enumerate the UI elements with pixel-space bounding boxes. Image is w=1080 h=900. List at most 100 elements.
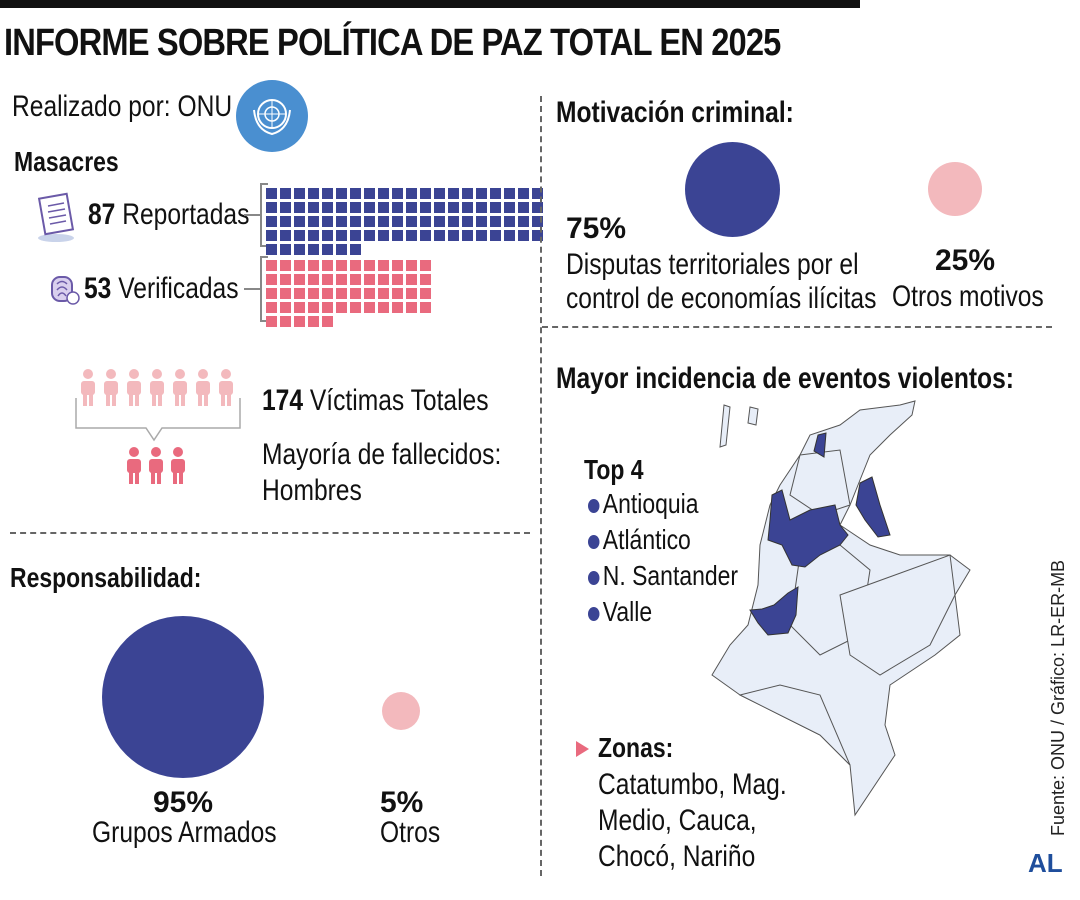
waffle-reported (266, 188, 543, 255)
waffle-square (294, 302, 305, 313)
victims-majority-value: Hombres (262, 474, 362, 507)
waffle-square (266, 188, 277, 199)
resp-b-pct: 5% (380, 786, 424, 819)
waffle-square (364, 274, 375, 285)
waffle-square (406, 188, 417, 199)
waffle-square (434, 216, 445, 227)
waffle-square (280, 202, 291, 213)
waffle-square (490, 188, 501, 199)
page-title: INFORME SOBRE POLÍTICA DE PAZ TOTAL EN 2… (4, 22, 781, 64)
waffle-square (420, 274, 431, 285)
waffle-square (406, 302, 417, 313)
waffle-square (322, 230, 333, 241)
victims-label: Víctimas Totales (309, 384, 489, 417)
waffle-square (392, 230, 403, 241)
waffle-square (392, 288, 403, 299)
waffle-square (364, 260, 375, 271)
map-norte-santander (855, 476, 891, 538)
waffle-square (406, 260, 417, 271)
waffle-square (532, 216, 543, 227)
waffle-square (294, 188, 305, 199)
bullet-icon (588, 534, 600, 549)
waffle-square (490, 230, 501, 241)
verified-label: Verificadas (118, 272, 239, 305)
source-credit: Fuente: ONU / Gráfico: LR-ER-MB (1048, 559, 1068, 836)
map-region (738, 684, 851, 766)
waffle-square (294, 288, 305, 299)
mot-a-pct: 75% (566, 212, 627, 245)
fingerprint-icon (48, 274, 82, 306)
top-bar (0, 0, 860, 8)
waffle-square (476, 202, 487, 213)
waffle-square (266, 260, 277, 271)
top-list-item: Valle (588, 596, 738, 632)
resp-a-label: Grupos Armados (92, 816, 277, 849)
waffle-square (350, 274, 361, 285)
waffle-square (420, 202, 431, 213)
waffle-square (266, 244, 277, 255)
people-icon (72, 368, 242, 488)
waffle-square (462, 188, 473, 199)
top-list-label: N. Santander (602, 560, 739, 591)
waffle-square (350, 302, 361, 313)
waffle-square (322, 260, 333, 271)
incidencia-heading: Mayor incidencia de eventos violentos: (556, 362, 1014, 395)
waffle-square (378, 188, 389, 199)
waffle-square (308, 316, 319, 327)
waffle-square (448, 202, 459, 213)
top-list-label: Antioquia (602, 488, 699, 519)
waffle-square (532, 230, 543, 241)
al-logo: AL (1028, 848, 1063, 878)
divider (542, 326, 1052, 328)
waffle-square (280, 188, 291, 199)
waffle-square (336, 288, 347, 299)
author: Realizado por: ONU (12, 90, 233, 123)
waffle-square (308, 274, 319, 285)
waffle-square (504, 230, 515, 241)
waffle-square (280, 302, 291, 313)
waffle-square (406, 230, 417, 241)
waffle-square (392, 260, 403, 271)
waffle-square (308, 288, 319, 299)
waffle-square (406, 202, 417, 213)
waffle-square (434, 230, 445, 241)
waffle-square (336, 216, 347, 227)
waffle-square (294, 230, 305, 241)
victims-majority: Mayoría de fallecidos: (262, 438, 502, 471)
zonas-line-3: Chocó, Nariño (598, 840, 756, 873)
waffle-square (364, 202, 375, 213)
waffle-square (266, 316, 277, 327)
masacres-heading: Masacres (14, 146, 119, 177)
zonas-line-1: Catatumbo, Mag. (598, 768, 787, 801)
motivacion-heading: Motivación criminal: (556, 96, 794, 129)
waffle-square (294, 274, 305, 285)
top-list-item: Antioquia (588, 488, 738, 524)
bubble-otros (382, 692, 420, 730)
waffle-square (364, 302, 375, 313)
waffle-square (294, 260, 305, 271)
waffle-square (490, 202, 501, 213)
waffle-square (392, 274, 403, 285)
victims-number: 174 (262, 384, 304, 417)
waffle-square (308, 260, 319, 271)
top-list-label: Atlántico (602, 524, 691, 555)
bubble-disputas (685, 142, 780, 237)
waffle-square (322, 188, 333, 199)
waffle-square (378, 216, 389, 227)
resp-b-label: Otros (380, 816, 441, 849)
zonas-label: Zonas: (598, 732, 674, 763)
waffle-square (336, 302, 347, 313)
resp-a-pct: 95% (152, 786, 214, 819)
waffle-square (378, 260, 389, 271)
waffle-square (448, 230, 459, 241)
waffle-square (434, 188, 445, 199)
waffle-square (322, 244, 333, 255)
waffle-square (504, 202, 515, 213)
person-icon (149, 447, 163, 484)
waffle-square (462, 230, 473, 241)
waffle-square (266, 230, 277, 241)
waffle-square (406, 274, 417, 285)
waffle-square (364, 216, 375, 227)
waffle-square (266, 288, 277, 299)
waffle-square (406, 216, 417, 227)
